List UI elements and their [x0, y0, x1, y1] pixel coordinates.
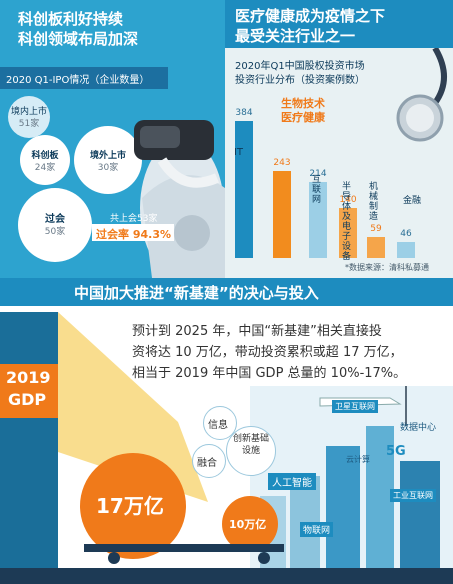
bar-3	[339, 208, 357, 258]
bubble-fusion-label: 融合	[197, 458, 217, 469]
highlight-label-line2: 医疗健康	[281, 111, 325, 124]
bubble-domestic-label: 境内上市	[10, 107, 47, 117]
ipo-heading: 2020 Q1-IPO情况（企业数量）	[6, 75, 150, 86]
investment-panel: 医疗健康成为疫情之下 最受关注行业之一 2020年Q1中国股权投资市场 投资行业…	[225, 0, 453, 278]
light-beam	[58, 312, 208, 502]
bubble-innovation	[226, 426, 276, 476]
bar-value-2: 214	[309, 169, 327, 179]
banner-title: 中国加大推进“新基建”的决心与投入	[74, 284, 319, 302]
bar-1	[273, 171, 291, 258]
pass-rate: 过会率 94.3%	[96, 228, 171, 241]
vr-robot-illustration	[134, 120, 225, 278]
bar-value-4: 59	[370, 224, 382, 234]
bar-value-5: 46	[400, 229, 412, 239]
gdp-year: 2019	[6, 368, 51, 387]
investment-title-line2: 最受关注行业之一	[235, 27, 356, 45]
bubble-information-label: 信息	[208, 420, 228, 431]
tech-satellite-internet: 卫星互联网	[332, 400, 378, 413]
para-line1: 预计到 2025 年，中国“新基建”相关直接投	[132, 324, 382, 339]
bubble-passed-value: 50家	[44, 227, 66, 237]
bar-value-3: 140	[339, 195, 357, 205]
tech-5g: 5G	[386, 444, 406, 459]
chart-subtitle-line2: 投资行业分布（投资案例数）	[235, 75, 365, 86]
para-line2: 资将达 10 万亿，带动投资累积或超 17 万亿，	[132, 345, 403, 360]
bubble-passed-label: 过会	[45, 214, 65, 225]
gdp-label: GDP	[8, 390, 47, 409]
small-ball	[222, 496, 278, 552]
banner-bg	[0, 278, 453, 306]
data-source: *数据来源：清科私募通	[345, 263, 429, 272]
bubble-star-market	[20, 135, 70, 185]
tech-industrial-internet: 工业互联网	[390, 489, 436, 502]
bubble-domestic-value: 51家	[18, 119, 40, 129]
bubble-domestic	[8, 96, 50, 138]
investment-header-bg	[225, 0, 453, 48]
big-ball	[80, 453, 186, 559]
bar-2	[309, 182, 327, 258]
gdp-label-box	[0, 364, 58, 418]
tech-ai: 人工智能	[268, 473, 316, 490]
small-ball-value: 10万亿	[229, 518, 267, 531]
category-internet: 互联网	[311, 175, 321, 205]
bubble-innovation-label: 创新基础设施	[232, 434, 269, 456]
total-meetings: 共上会53家	[110, 214, 158, 224]
bar-value-1: 243	[273, 158, 291, 168]
bubble-overseas	[74, 126, 142, 194]
ipo-panel: 科创板利好持续 科创领域布局加深 2020 Q1-IPO情况（企业数量） 境内上…	[0, 0, 225, 278]
bar-4	[367, 237, 385, 258]
bubble-overseas-value: 30家	[97, 163, 119, 173]
bar-5	[397, 242, 415, 258]
category-finance: 金融	[402, 196, 421, 206]
para-line3: 相当于 2019 年中国 GDP 总量的 10%-17%。	[132, 366, 407, 381]
category-machinery: 机械制造	[368, 182, 378, 222]
category-it: IT	[233, 147, 244, 158]
ipo-title-line1: 科创板利好持续	[18, 10, 124, 28]
floor	[0, 568, 453, 584]
category-semiconductor: 半导体及电子设备	[341, 182, 351, 262]
bubble-star-market-label: 科创板	[31, 151, 59, 161]
bar-value-0: 384	[235, 108, 253, 118]
ipo-heading-bar	[0, 67, 168, 89]
investment-title-line1: 医疗健康成为疫情之下	[235, 7, 386, 25]
bar-0	[235, 121, 253, 258]
ipo-title-line2: 科创领域布局加深	[18, 30, 139, 48]
tech-cloud: 云计算	[346, 455, 370, 464]
gdp-column	[0, 312, 58, 568]
tech-data-center: 数据中心	[400, 423, 437, 433]
tech-iot: 物联网	[300, 522, 334, 537]
highlight-label-line1: 生物技术	[281, 97, 325, 110]
big-ball-value: 17万亿	[96, 494, 164, 518]
bubble-star-market-value: 24家	[34, 163, 56, 173]
chart-subtitle-line1: 2020年Q1中国股权投资市场	[235, 61, 365, 72]
stethoscope-icon	[396, 48, 447, 142]
new-infrastructure-panel: 中国加大推进“新基建”的决心与投入 2019 GDP 预计到 2025 年，中国…	[0, 278, 453, 584]
bubble-fusion	[192, 444, 226, 478]
bubble-passed	[18, 188, 92, 262]
pass-rate-box	[92, 224, 174, 241]
bubble-overseas-label: 境外上市	[89, 151, 126, 161]
cart-illustration	[84, 544, 284, 564]
